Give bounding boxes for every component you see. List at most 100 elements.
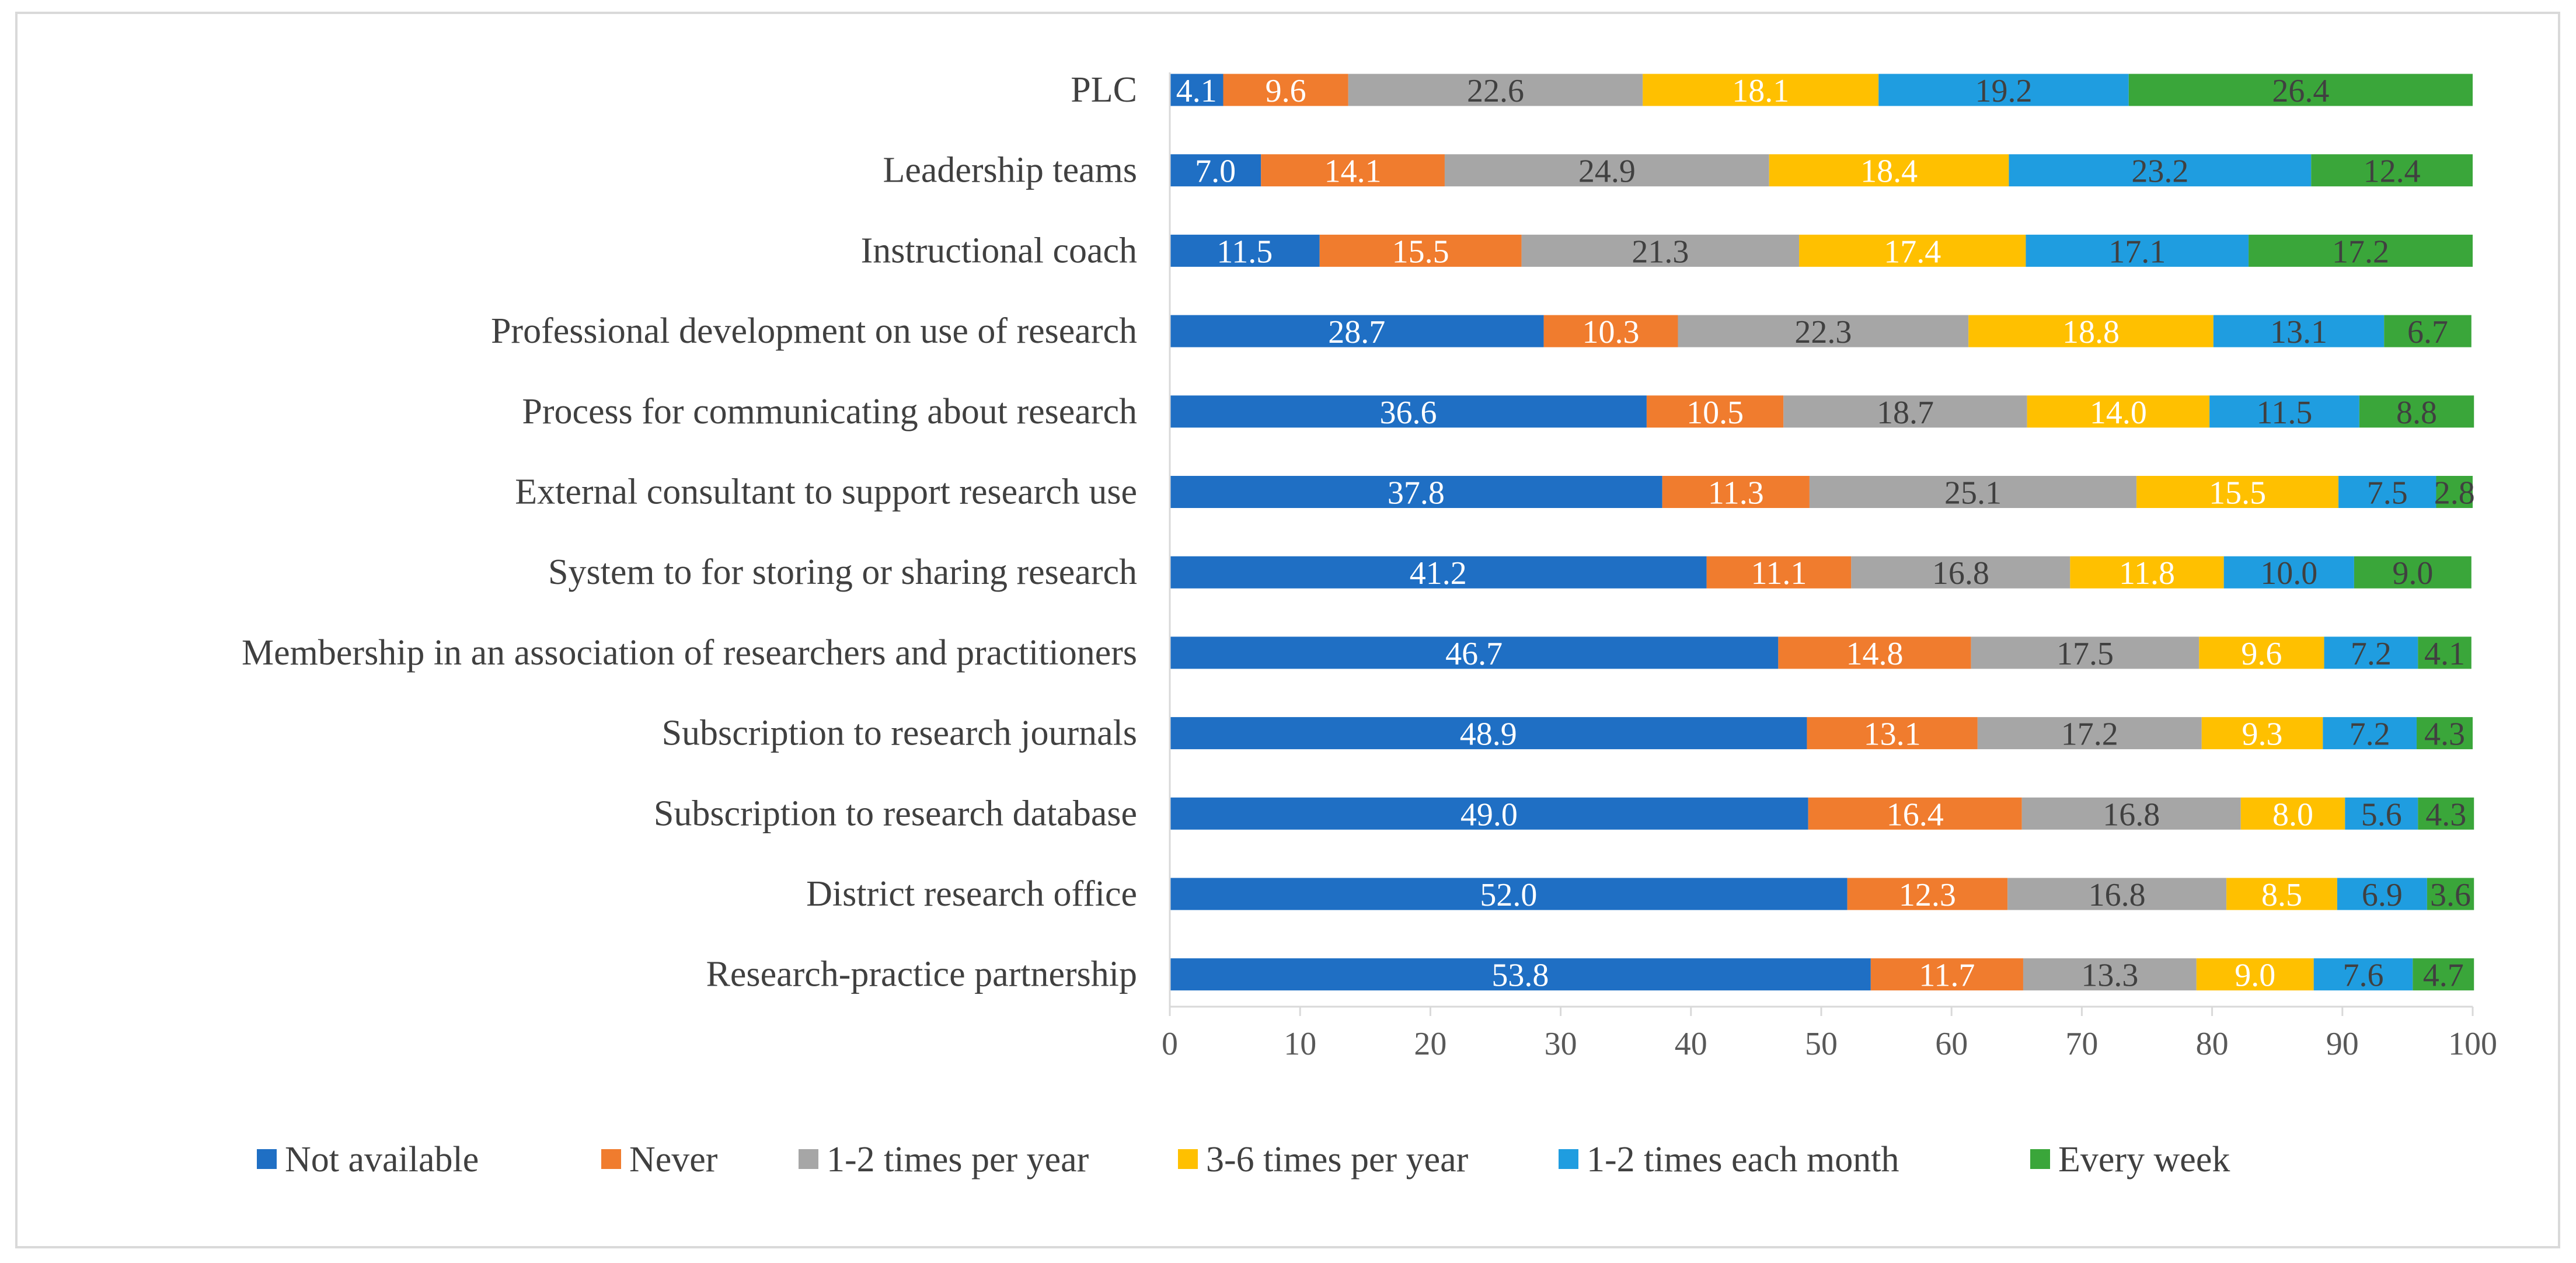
data-label: 25.1 — [1944, 475, 2002, 512]
x-tick-label: 100 — [2448, 1026, 2497, 1062]
bar-segment — [2249, 234, 2473, 267]
data-label: 15.5 — [2209, 475, 2266, 512]
bar-segment — [2337, 878, 2427, 910]
category-label: Subscription to research database — [654, 794, 1137, 833]
data-label: 28.7 — [1328, 314, 1385, 350]
bar-segment — [2199, 636, 2324, 669]
bar-segment — [1170, 74, 1223, 106]
bar-segment — [1809, 476, 2137, 508]
legend-swatch — [1559, 1149, 1578, 1169]
bar-segment — [2027, 395, 2210, 428]
bar-segment — [1170, 958, 1871, 991]
bar-segment — [1971, 636, 2199, 669]
data-label: 8.8 — [2396, 395, 2437, 431]
data-label: 11.1 — [1751, 555, 1807, 592]
x-tick-label: 80 — [2196, 1026, 2229, 1062]
bars: 4.1 9.6 22.6 18.1 19.2 26.4 7.0 14.1 24.9 18.4 23.… — [1170, 73, 2475, 994]
legend-label: Not available — [285, 1140, 479, 1180]
bar-segment — [2021, 797, 2241, 830]
legend-swatch — [601, 1149, 621, 1169]
legend-swatch — [1178, 1149, 1198, 1169]
bar-segment — [2136, 476, 2339, 508]
data-label: 14.1 — [1324, 154, 1382, 190]
bar-segment — [1808, 797, 2022, 830]
bar-segment — [1643, 74, 1879, 106]
data-label: 26.4 — [2272, 73, 2329, 109]
data-label: 10.5 — [1686, 395, 1744, 431]
data-label: 13.3 — [2081, 958, 2138, 994]
data-label: 22.3 — [1794, 314, 1852, 350]
data-label: 10.3 — [1582, 314, 1640, 350]
category-label: Research-practice partnership — [706, 955, 1137, 994]
data-label: 7.0 — [1195, 154, 1236, 190]
bar-segment — [1646, 395, 1784, 428]
data-label: 4.3 — [2424, 716, 2465, 753]
data-label: 52.0 — [1480, 877, 1537, 913]
bar-segment — [1977, 717, 2202, 750]
bar-segment — [2223, 556, 2354, 589]
data-label: 11.5 — [1216, 234, 1273, 270]
bar-segment — [1170, 476, 1662, 508]
data-label: 37.8 — [1388, 475, 1445, 512]
x-tick-label: 70 — [2065, 1026, 2098, 1062]
bar-segment — [1769, 154, 2009, 187]
data-label: 4.1 — [2424, 636, 2465, 672]
bar-segment — [2413, 958, 2474, 991]
bar-segment — [1170, 636, 1779, 669]
bar-segment — [1223, 74, 1348, 106]
bar-segment — [2359, 395, 2474, 428]
bar-segment — [1543, 315, 1678, 347]
data-label: 9.0 — [2392, 555, 2433, 592]
data-label: 7.2 — [2351, 636, 2392, 672]
data-label: 19.2 — [1975, 73, 2032, 109]
bar-segment — [1170, 154, 1261, 187]
bar-segment — [1968, 315, 2214, 347]
data-label: 17.1 — [2108, 234, 2166, 270]
data-label: 8.0 — [2272, 796, 2313, 833]
bar-segment — [2070, 556, 2224, 589]
bar-segment — [2418, 797, 2474, 830]
bar-segment — [2201, 717, 2323, 750]
bar-segment — [2313, 958, 2413, 991]
bar-segment — [2418, 636, 2472, 669]
data-label: 7.5 — [2367, 475, 2408, 512]
bar-segment — [1261, 154, 1445, 187]
data-label: 41.2 — [1410, 555, 1467, 592]
x-tick-label: 0 — [1162, 1026, 1178, 1062]
bar-segment — [1170, 234, 1320, 267]
data-label: 12.4 — [2364, 154, 2421, 190]
data-label: 13.1 — [2270, 314, 2327, 350]
bar-segment — [1851, 556, 2070, 589]
bar-segment — [2196, 958, 2314, 991]
data-label: 4.1 — [1176, 73, 1217, 109]
category-label: External consultant to support research … — [515, 472, 1137, 512]
data-label: 5.6 — [2361, 796, 2402, 833]
data-label: 15.5 — [1392, 234, 1449, 270]
data-label: 16.8 — [2089, 877, 2146, 913]
data-label: 12.3 — [1899, 877, 1956, 913]
category-label: Instructional coach — [861, 231, 1137, 270]
x-axis: 0 10 20 30 40 50 60 70 80 90 100 — [1162, 72, 2497, 1062]
data-label: 18.8 — [2062, 314, 2120, 350]
legend-swatch — [257, 1149, 277, 1169]
bar-segment — [1521, 234, 1800, 267]
bar-segment — [2240, 797, 2345, 830]
x-tick-label: 30 — [1545, 1026, 1577, 1062]
data-label: 14.0 — [2090, 395, 2147, 431]
bar-segment — [1170, 395, 1647, 428]
data-label: 36.6 — [1379, 395, 1437, 431]
bar-segment — [2226, 878, 2337, 910]
data-label: 10.0 — [2260, 555, 2317, 592]
bar-segment — [1170, 797, 1808, 830]
data-label: 6.9 — [2362, 877, 2403, 913]
data-label: 7.2 — [2350, 716, 2390, 753]
bar-segment — [2023, 958, 2197, 991]
x-tick-label: 10 — [1284, 1026, 1316, 1062]
data-label: 9.0 — [2235, 958, 2275, 994]
data-label: 17.2 — [2061, 716, 2118, 753]
bar-segment — [1348, 74, 1643, 106]
legend-label: Every week — [2058, 1140, 2230, 1180]
legend-swatch — [799, 1149, 818, 1169]
bar-segment — [2324, 636, 2418, 669]
data-label: 16.8 — [1932, 555, 1989, 592]
